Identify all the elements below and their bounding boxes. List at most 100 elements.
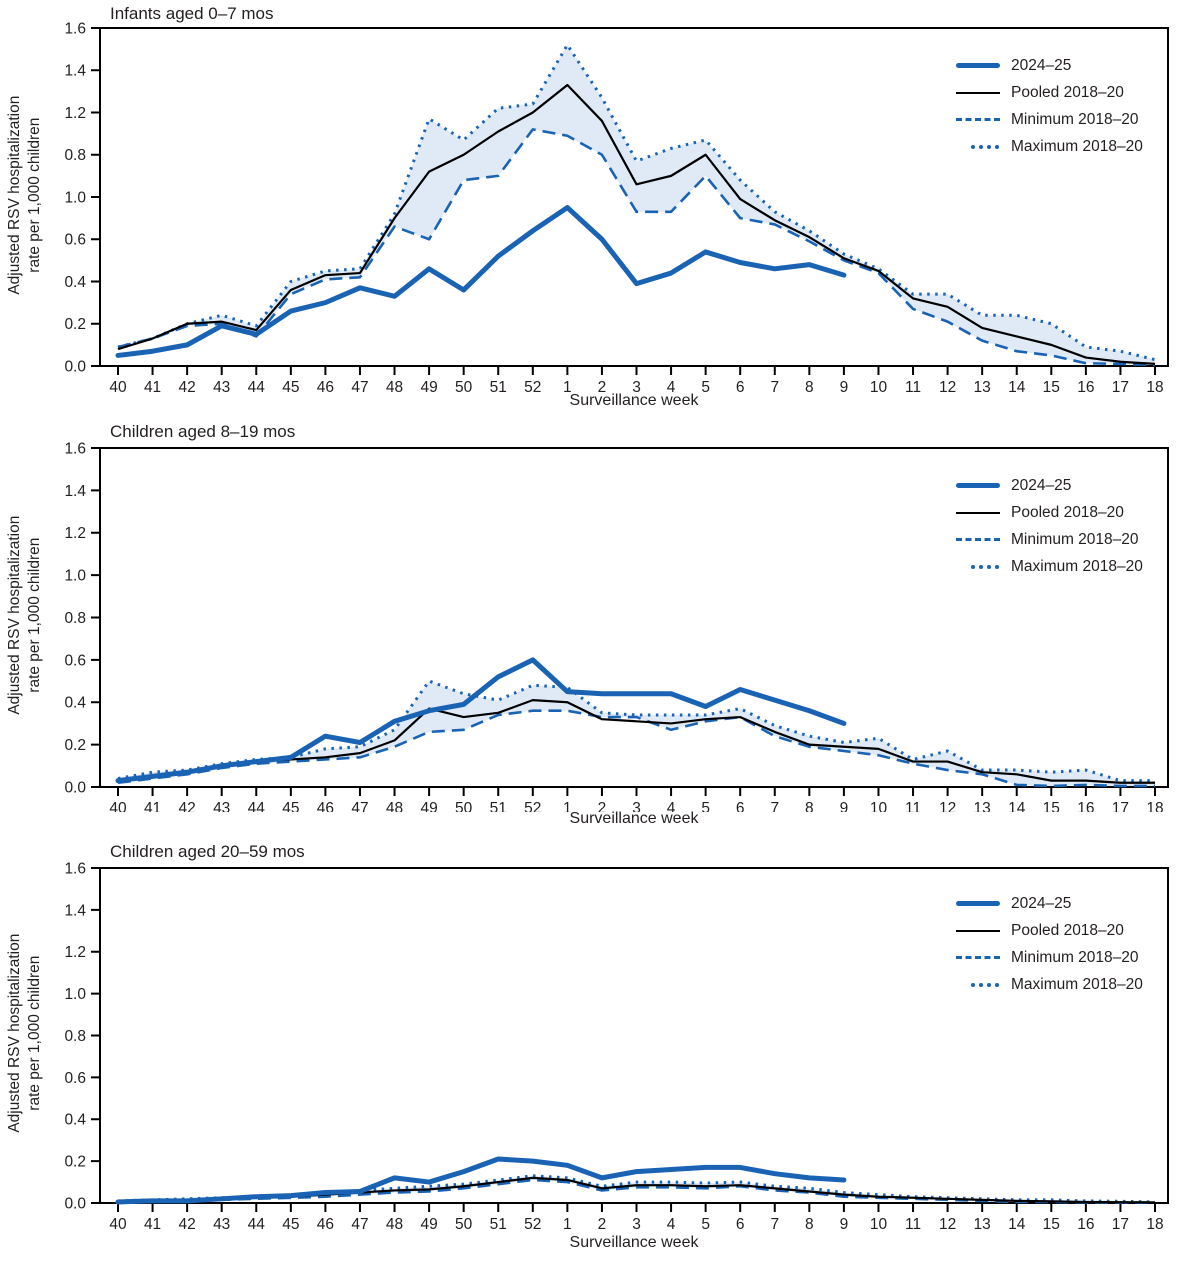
x-tick-label: 40 xyxy=(109,800,127,812)
x-tick-label: 16 xyxy=(1077,800,1094,812)
chart-3-plot: 1.61.41.21.00.80.60.40.20.040 41 42 43 44 45 4… xyxy=(64,860,1169,1230)
legend-label: Minimum 2018–20 xyxy=(1011,110,1139,128)
legend: 2024–25 Pooled 2018–20 Minimum 2018–20 M… xyxy=(956,52,1143,160)
x-tick-label: 4 xyxy=(667,800,676,812)
chart-1-plot: 1.61.41.20.81.00.60.40.20.040 41 42 43 44 45 4… xyxy=(64,20,1169,392)
y-tick-label: 1.6 xyxy=(64,860,86,877)
x-tick-label: 43 xyxy=(213,800,230,812)
x-tick-label: 7 xyxy=(770,379,779,392)
y-tick-label: 0.0 xyxy=(64,358,86,375)
x-tick-label: 11 xyxy=(905,800,921,812)
x-tick-label: 8 xyxy=(805,379,814,392)
y-tick-label: 1.4 xyxy=(64,483,86,500)
min-max-band xyxy=(118,1175,1155,1203)
x-tick-label: 5 xyxy=(701,1216,710,1230)
legend-item-minimum: Minimum 2018–20 xyxy=(956,106,1143,133)
x-tick-label: 17 xyxy=(1112,800,1129,812)
y-tick-label: 1.2 xyxy=(64,944,86,961)
y-tick-label: 0.6 xyxy=(64,1070,86,1087)
x-tick-label: 8 xyxy=(805,1216,814,1230)
x-tick-label: 41 xyxy=(144,379,161,392)
legend-label: 2024–25 xyxy=(1011,56,1072,74)
x-tick-label: 18 xyxy=(1146,379,1163,392)
x-tick-label: 46 xyxy=(317,379,334,392)
x-tick-label: 1 xyxy=(563,379,572,392)
x-tick-label: 9 xyxy=(840,1216,849,1230)
x-tick-label: 44 xyxy=(248,800,266,812)
legend-label: Pooled 2018–20 xyxy=(1011,83,1124,101)
x-tick-label: 2 xyxy=(598,1216,607,1230)
legend-label: Maximum 2018–20 xyxy=(1011,557,1143,575)
x-tick-label: 17 xyxy=(1112,379,1129,392)
x-tick-label: 45 xyxy=(282,1216,299,1230)
maximum-2018-20-line xyxy=(117,1174,1156,1204)
chart-title: Children aged 20–59 mos xyxy=(110,842,305,861)
x-tick-label: 10 xyxy=(870,800,888,812)
legend-item-maximum: Maximum 2018–20 xyxy=(956,133,1143,160)
dashed-line-swatch xyxy=(956,538,1000,541)
x-tick-label: 14 xyxy=(1008,379,1026,392)
x-tick-label: 50 xyxy=(455,800,473,812)
black-line-swatch xyxy=(956,511,1000,514)
x-tick-label: 2 xyxy=(598,379,607,392)
x-tick-label: 42 xyxy=(179,379,196,392)
x-tick-label: 48 xyxy=(386,379,403,392)
legend-label: Minimum 2018–20 xyxy=(1011,530,1139,548)
y-tick-label: 1.4 xyxy=(64,902,86,919)
legend-label: Pooled 2018–20 xyxy=(1011,503,1124,521)
x-tick-label: 10 xyxy=(870,379,888,392)
y-tick-label: 0.2 xyxy=(64,737,86,754)
x-tick-label: 1 xyxy=(563,800,572,812)
x-tick-label: 44 xyxy=(248,379,266,392)
y-tick-label: 1.6 xyxy=(64,20,86,37)
x-tick-label: 7 xyxy=(770,800,779,812)
y-tick-label: 0.4 xyxy=(64,695,86,712)
maximum-2018-20-line xyxy=(117,43,1156,362)
y-tick-label: 0.8 xyxy=(64,610,86,627)
y-tick-label: 1.0 xyxy=(64,986,86,1003)
x-tick-label: 15 xyxy=(1043,379,1060,392)
x-tick-label: 41 xyxy=(144,1216,161,1230)
thick-blue-line-swatch xyxy=(956,483,1000,488)
x-tick-label: 4 xyxy=(667,379,676,392)
legend-item-minimum: Minimum 2018–20 xyxy=(956,526,1143,553)
legend-label: Maximum 2018–20 xyxy=(1011,137,1143,155)
legend-item-2024-25: 2024–25 xyxy=(956,52,1143,79)
x-tick-label: 51 xyxy=(490,1216,507,1230)
x-axis-label: Surveillance week xyxy=(569,810,699,827)
chart-panel-children-8-19-mos: Children aged 8–19 mos Adjusted RSV hosp… xyxy=(0,420,1185,838)
legend-item-minimum: Minimum 2018–20 xyxy=(956,944,1143,971)
y-tick-label: 0.6 xyxy=(64,232,86,249)
x-tick-label: 45 xyxy=(282,379,299,392)
x-tick-label: 16 xyxy=(1077,379,1094,392)
x-tick-label: 12 xyxy=(939,1216,956,1230)
legend-item-2024-25: 2024–25 xyxy=(956,890,1143,917)
x-tick-label: 47 xyxy=(351,379,368,392)
x-tick-label: 47 xyxy=(351,800,368,812)
x-axis-label: Surveillance week xyxy=(569,1234,699,1251)
x-tick-label: 51 xyxy=(490,800,507,812)
y-tick-label: 0.4 xyxy=(64,274,86,291)
x-tick-label: 12 xyxy=(939,800,956,812)
y-tick-label: 1.0 xyxy=(64,189,86,206)
chart-2-plot: 1.61.41.21.00.80.60.40.20.040 41 42 43 44 45 4… xyxy=(64,440,1169,812)
chart-panel-infants-0-7-mos: Infants aged 0–7 mos Adjusted RSV hospit… xyxy=(0,0,1185,420)
x-tick-label: 14 xyxy=(1008,800,1026,812)
legend-label: 2024–25 xyxy=(1011,894,1072,912)
thick-blue-line-swatch xyxy=(956,63,1000,68)
thick-blue-line-swatch xyxy=(956,901,1000,906)
x-tick-label: 9 xyxy=(840,379,849,392)
black-line-swatch xyxy=(956,91,1000,94)
x-tick-label: 6 xyxy=(736,1216,745,1230)
x-tick-label: 14 xyxy=(1008,1216,1026,1230)
x-tick-label: 1 xyxy=(563,1216,572,1230)
legend-label: Minimum 2018–20 xyxy=(1011,948,1139,966)
x-tick-label: 12 xyxy=(939,379,956,392)
legend-item-pooled: Pooled 2018–20 xyxy=(956,79,1143,106)
y-tick-label: 1.0 xyxy=(64,568,86,585)
x-tick-label: 3 xyxy=(632,1216,641,1230)
legend-item-pooled: Pooled 2018–20 xyxy=(956,917,1143,944)
y-tick-label: 0.0 xyxy=(64,779,86,796)
x-tick-label: 41 xyxy=(144,800,161,812)
